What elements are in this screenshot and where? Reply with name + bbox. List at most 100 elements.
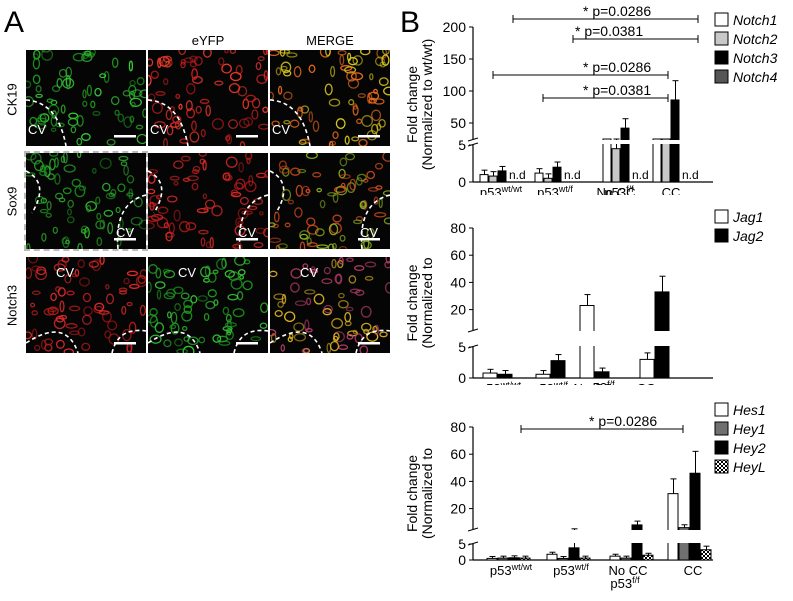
y-tick-label: 80 (450, 220, 466, 236)
significance-label: * p=0.0286 (583, 5, 651, 19)
group-label-wtwt: p53wt/wt (490, 562, 533, 578)
legend-label-notch4: Notch4 (733, 69, 778, 85)
micrograph-ck19-eyfp: CV (148, 50, 268, 146)
bar-jag2 (594, 371, 610, 379)
legend-swatch-jag1 (714, 209, 729, 224)
y-axis-label-2: (Normalized to wt/wt) (419, 39, 435, 170)
bar-hes1 (609, 555, 621, 561)
group-label-wtwt: p53wt/wt (480, 184, 523, 195)
group-label-wtf: p53wt/f (537, 184, 573, 195)
bar-notch3 (620, 127, 630, 183)
group-label-p53ff: p53f/f (610, 575, 640, 591)
y-tick-label: 20 (450, 302, 466, 318)
group-label-nocc: No CC (573, 381, 612, 385)
y-tick-label: 0 (458, 552, 466, 568)
bar-notch1 (602, 138, 612, 183)
panel-a-letter: A (4, 6, 25, 39)
significance-label: * p=0.0381 (583, 82, 651, 98)
y-tick-label: 150 (443, 51, 467, 67)
legend-label-notch3: Notch3 (733, 50, 778, 66)
bar-notch3 (497, 170, 507, 183)
row-label-notch3: Notch3 (4, 284, 20, 327)
cv-label: CV (28, 122, 47, 137)
group-label-p53ff: p53f/f (604, 184, 634, 195)
y-tick-label: 60 (450, 247, 466, 263)
legend-label-jag1: Jag1 (732, 209, 763, 225)
legend-swatch-notch1 (714, 12, 729, 27)
bar-hey2 (508, 557, 520, 561)
bar-heyl (579, 557, 591, 561)
break-mark (467, 527, 479, 532)
cv-label: CV (56, 265, 75, 280)
group-label-wtf: p53wt/f (532, 380, 568, 385)
bar-notch1 (652, 138, 662, 183)
y-tick-label: 0 (458, 370, 466, 385)
axis-break (463, 331, 713, 346)
y-axis-label: Fold change (404, 66, 420, 143)
break-mark (467, 142, 479, 147)
bar-hes1 (546, 553, 558, 561)
legend-label-notch2: Notch2 (733, 31, 778, 47)
y-tick-label: 100 (443, 83, 467, 99)
micrograph-sox9-eyfp: CV (148, 153, 268, 249)
break-mark (467, 344, 479, 349)
break-mark (467, 328, 479, 333)
cv-label: CV (150, 122, 169, 137)
row-label-sox9: Sox9 (4, 186, 20, 217)
legend-swatch-heyl (714, 459, 729, 474)
bar-jag1 (482, 372, 498, 379)
y-tick-label: 40 (450, 473, 466, 489)
group-label-p53ff: p53f/f (585, 379, 615, 385)
cv-label: CV (178, 265, 197, 280)
legend-swatch-hey2 (714, 440, 729, 455)
bar-notch2 (611, 148, 621, 183)
hes-hey-target-chart: 20 40 60 80 05 Fold change (Normalized to p53wt… (404, 402, 766, 591)
not-detected-label: n.d (682, 168, 699, 182)
group-label-wtwt: p53wt/wt (479, 380, 522, 385)
row-label-ck19: CK19 (4, 83, 20, 116)
y-tick-label: 50 (450, 115, 466, 131)
significance-label: * p=0.0286 (589, 413, 657, 429)
bar-notch3 (552, 166, 562, 183)
bar-hey2 (689, 472, 701, 561)
group-label-cc: CC (662, 185, 681, 195)
column-header-merge: MERGE (306, 33, 354, 48)
legend-swatch-notch3 (714, 50, 729, 65)
legend-label-notch1: Notch1 (733, 12, 777, 28)
y-tick-label: 0 (458, 174, 466, 190)
y-axis-label-2: (Normalized to (419, 448, 435, 539)
y-tick-label: 5 (458, 536, 466, 552)
axis-break (463, 530, 713, 543)
legend-swatch-jag2 (714, 228, 729, 243)
bar-hey1 (557, 557, 569, 561)
legend-swatch-hes1 (714, 402, 729, 417)
group-label-nocc: No CC (608, 563, 647, 578)
axis-break (463, 140, 713, 144)
legend-label-jag2: Jag2 (732, 228, 764, 244)
group-label-cc: CC (637, 381, 656, 385)
legend-swatch-notch4 (714, 69, 729, 84)
legend-swatch-hey1 (714, 421, 729, 436)
break-mark (467, 137, 479, 142)
bar-notch2 (488, 175, 498, 183)
bar-notch2 (543, 177, 553, 183)
not-detected-label: n.d (564, 168, 581, 182)
bar-jag1 (535, 373, 551, 379)
y-tick-label: 200 (443, 19, 467, 35)
bar-hes1 (667, 493, 679, 561)
y-tick-label: 80 (450, 419, 466, 435)
micrograph-sox9-marker: CV (24, 151, 148, 251)
notch-receptor-chart: 50 100 150 200 0 5 Fold change (Normalized to w… (404, 5, 778, 195)
legend-label-heyl: HeyL (733, 459, 766, 475)
bar-heyl (642, 554, 654, 561)
panel-b-letter: B (400, 6, 421, 39)
y-axis-label: Fold change (404, 264, 420, 341)
micrograph-ck19-merge: CV (270, 50, 390, 146)
group-label-wtf: p53wt/f (553, 562, 589, 578)
bar-notch1 (479, 174, 489, 183)
bar-hey1 (497, 557, 509, 561)
legend-label-hey1: Hey1 (733, 421, 766, 437)
y-tick-label: 60 (450, 446, 466, 462)
bar-hey1 (620, 557, 632, 561)
bar-jag1 (639, 358, 655, 379)
